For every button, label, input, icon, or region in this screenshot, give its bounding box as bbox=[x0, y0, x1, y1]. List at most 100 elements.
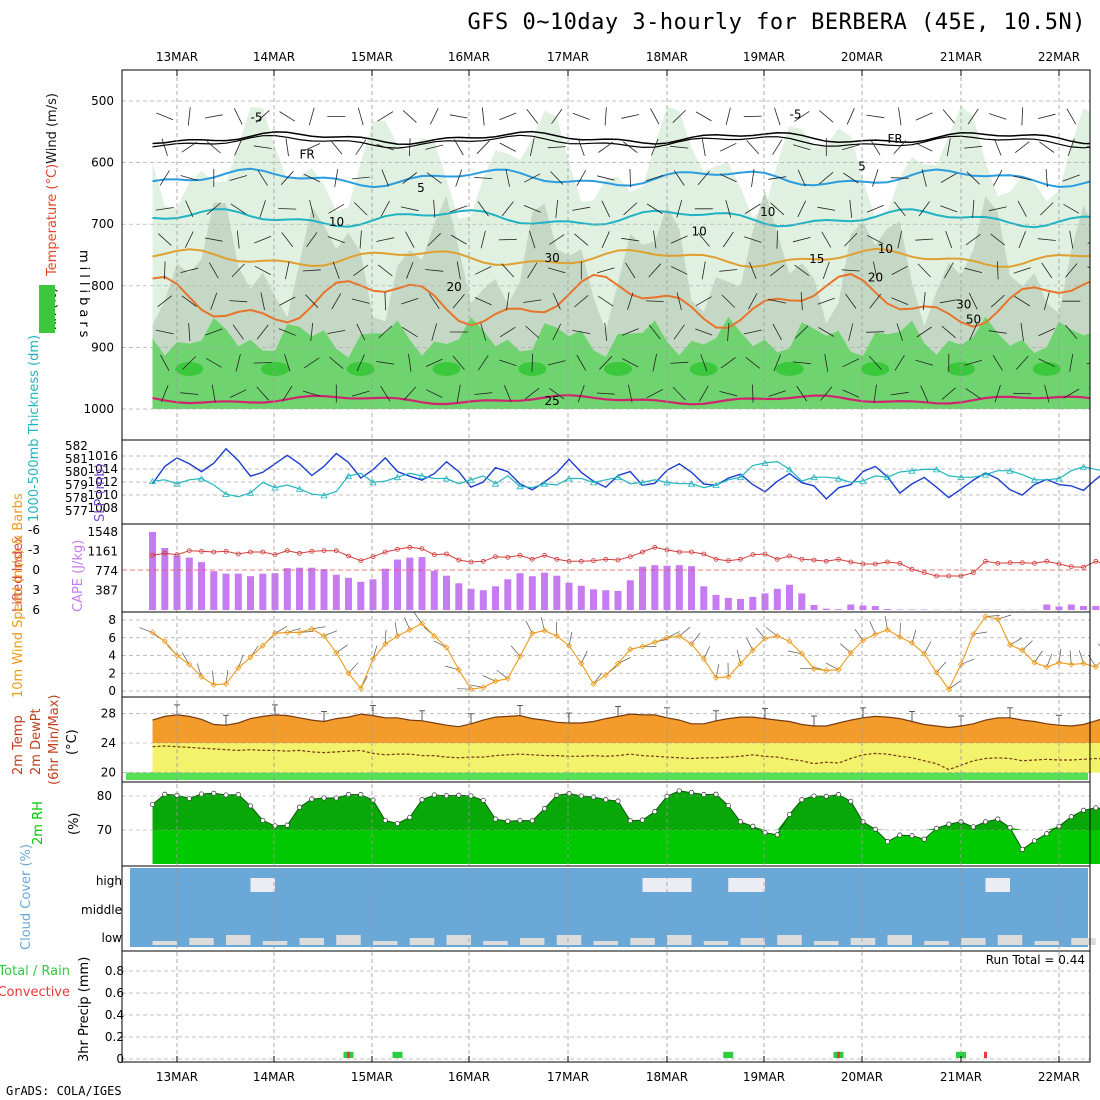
wind-barb bbox=[456, 261, 461, 280]
wind-barb bbox=[920, 385, 929, 402]
wind-barb bbox=[302, 390, 321, 397]
cape-bar bbox=[773, 588, 781, 610]
pressure-tick-label: 900 bbox=[91, 340, 114, 354]
wind-barb bbox=[697, 232, 710, 247]
wind-barb bbox=[482, 675, 496, 682]
rh2m-marker bbox=[1019, 846, 1025, 852]
wind-tick-label: 6 bbox=[108, 631, 116, 645]
wind-barb bbox=[155, 207, 174, 211]
wind-barb bbox=[555, 199, 559, 218]
lifted-index-marker bbox=[787, 553, 792, 559]
wind-barb bbox=[891, 297, 909, 305]
cloud-low-bar bbox=[740, 938, 765, 945]
cape-bar bbox=[1092, 606, 1100, 610]
rh2m-marker bbox=[860, 819, 866, 825]
lifted-index-marker bbox=[1032, 560, 1037, 566]
rh2m-marker bbox=[590, 794, 597, 800]
thickness-marker bbox=[516, 483, 524, 490]
legend-temp: Temperature (°C) bbox=[45, 164, 60, 277]
rh2m-marker bbox=[1044, 831, 1050, 837]
wind-barb bbox=[304, 357, 320, 369]
cape-bar bbox=[283, 568, 291, 610]
lifted-index-marker bbox=[272, 552, 278, 558]
wind-barb bbox=[745, 356, 761, 369]
wind-barb bbox=[1013, 267, 1031, 274]
wind-barb bbox=[157, 233, 172, 246]
wind-barb bbox=[701, 261, 706, 280]
cape-bar bbox=[761, 593, 769, 610]
date-top-label: 14MAR bbox=[253, 50, 295, 64]
cape-tick-label: 1548 bbox=[87, 525, 118, 539]
rh2m-marker bbox=[982, 819, 989, 825]
wind-speed-marker bbox=[627, 646, 634, 653]
wind-speed-marker bbox=[1092, 663, 1099, 671]
wind-barb bbox=[1014, 296, 1031, 307]
wind-barb bbox=[673, 170, 685, 186]
lifted-index-marker bbox=[799, 556, 805, 562]
wind-barb bbox=[425, 269, 444, 272]
wind-barb bbox=[749, 261, 757, 279]
rh2m-marker bbox=[296, 804, 303, 810]
temperature-line bbox=[152, 713, 1100, 729]
wind-barb bbox=[1094, 200, 1098, 217]
rh2m-marker bbox=[995, 816, 1001, 822]
wind-speed-marker bbox=[455, 666, 462, 673]
cloud-low-bar bbox=[630, 938, 655, 945]
wind-barb bbox=[452, 355, 465, 370]
wind-barb bbox=[160, 354, 170, 371]
pressure-tick-label: 700 bbox=[91, 217, 114, 231]
wind-barb bbox=[773, 354, 781, 372]
wind-barb bbox=[897, 230, 902, 249]
convective-bar bbox=[347, 1051, 350, 1058]
wind-barb bbox=[720, 357, 736, 369]
pressure-tick-label: 1000 bbox=[83, 402, 114, 416]
wind-barb bbox=[405, 231, 415, 248]
wind-barb bbox=[792, 361, 811, 365]
wind-barb bbox=[450, 234, 467, 245]
rh2m-unit-label: (%) bbox=[67, 813, 82, 836]
wind-barb bbox=[188, 322, 191, 342]
cape-bar bbox=[590, 589, 597, 610]
wind-barb bbox=[744, 203, 761, 214]
cloud-high-gap bbox=[250, 878, 275, 892]
lifted-index-marker bbox=[431, 552, 437, 558]
lifted-index-marker bbox=[946, 573, 952, 579]
wind-speed-marker bbox=[676, 632, 683, 640]
wind-barb bbox=[596, 267, 615, 274]
wind-barb bbox=[670, 145, 689, 149]
wind-barb bbox=[915, 112, 933, 121]
below-surface bbox=[122, 409, 1090, 440]
wind-barb bbox=[697, 170, 710, 186]
lifted-index-marker bbox=[603, 556, 609, 562]
wind-barb bbox=[896, 323, 903, 341]
wind-barb bbox=[180, 392, 199, 395]
wind-barb bbox=[530, 138, 535, 157]
wind-speed-marker bbox=[663, 634, 671, 641]
cape-bar bbox=[479, 590, 487, 610]
pressure-axis-label: millibars bbox=[76, 250, 91, 341]
cape-bar bbox=[871, 606, 879, 610]
wind-speed-marker bbox=[210, 681, 217, 688]
wind-barb bbox=[622, 358, 639, 368]
isotherm-freezing-2 bbox=[152, 134, 1090, 149]
wind-speed-marker bbox=[823, 667, 830, 674]
isotherm-label: 5 bbox=[417, 181, 425, 195]
rh2m-marker bbox=[921, 836, 927, 842]
wind-barb bbox=[1065, 263, 1078, 278]
lifted-index-marker bbox=[505, 554, 511, 560]
rh-field bbox=[122, 105, 1098, 440]
wind-barb bbox=[1021, 107, 1023, 126]
wind-speed-marker bbox=[688, 640, 695, 648]
rh-contour-label: 30 bbox=[956, 297, 971, 311]
date-top-label: 21MAR bbox=[940, 50, 982, 64]
precip-tick-label: 0 bbox=[116, 1052, 124, 1066]
wind-barb bbox=[653, 230, 657, 249]
wind-barb bbox=[1038, 358, 1055, 368]
thickness-marker bbox=[589, 479, 598, 486]
cape-bar bbox=[394, 559, 401, 610]
li-tick-label: 6 bbox=[32, 603, 40, 617]
isotherm-15 bbox=[152, 247, 1090, 269]
cape-bar bbox=[467, 588, 475, 610]
wind-barb bbox=[824, 353, 829, 372]
cape-bar bbox=[259, 573, 267, 610]
